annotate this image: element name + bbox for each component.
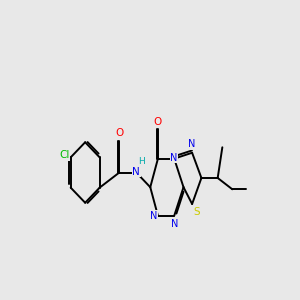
Text: N: N xyxy=(132,167,140,177)
Text: H: H xyxy=(138,157,145,166)
Text: S: S xyxy=(193,207,200,217)
Text: N: N xyxy=(172,219,179,229)
Text: O: O xyxy=(154,117,162,127)
Text: N: N xyxy=(150,211,158,221)
Text: Cl: Cl xyxy=(59,150,69,160)
Text: N: N xyxy=(188,140,196,149)
Text: N: N xyxy=(170,153,177,163)
Text: O: O xyxy=(115,128,124,138)
